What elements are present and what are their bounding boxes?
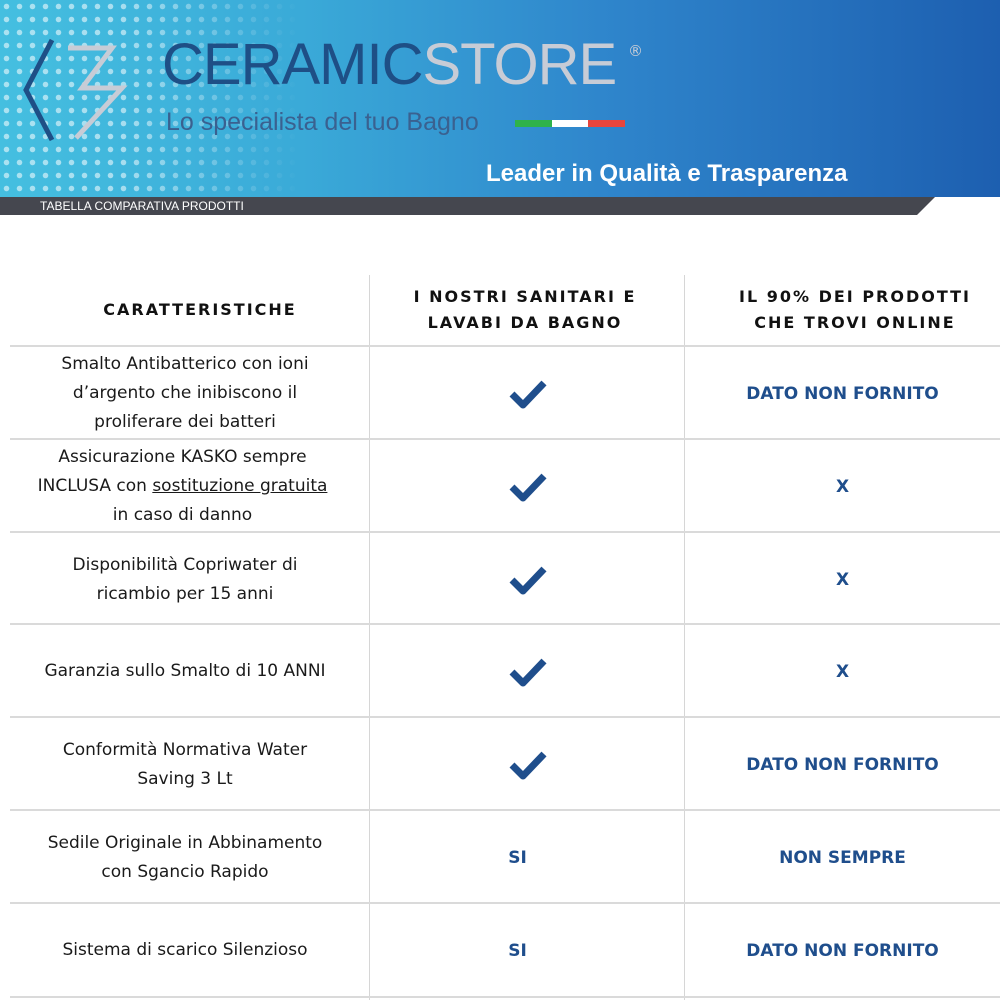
feature-underlined-text: sostituzione gratuita [152,476,328,496]
our-value-cell [370,533,685,626]
online-value-cell: NON SEMPRE [779,847,906,868]
feature-cell: Smalto Antibatterico con ioni d’argento … [61,354,309,432]
row-divider [10,623,1000,625]
online-value-cell: X [835,569,850,590]
header-banner: CERAMICSTORE ® Lo specialista del tuo Ba… [0,0,1000,197]
online-value-cell: DATO NON FORNITO [746,383,939,404]
header-features: CARATTERISTICHE [103,300,297,319]
our-value-cell: SI [508,847,527,868]
row-divider [10,345,1000,347]
our-value-cell [370,440,685,533]
row-divider [10,438,1000,440]
feature-cell: Sistema di scarico Silenzioso [62,940,308,960]
header-our-products: I NOSTRI SANITARI E LAVABI DA BAGNO [413,287,637,332]
column-divider [369,275,370,1000]
feature-text: Assicurazione KASKO sempre INCLUSA con [37,447,307,496]
row-divider [10,531,1000,533]
feature-cell: Garanzia sullo Smalto di 10 ANNI [44,661,326,681]
checkmark-icon [509,658,547,686]
registered-mark: ® [628,42,643,60]
header-online-products: IL 90% DEI PRODOTTI CHE TROVI ONLINE [739,287,971,332]
feature-text: in caso di danno [112,505,253,525]
our-value-cell: SI [508,940,527,961]
our-value-cell [370,718,685,811]
checkmark-icon [509,751,547,779]
online-value-cell: X [835,661,850,682]
section-bar: TABELLA COMPARATIVA PRODOTTI [0,197,935,215]
our-value-cell [370,625,685,718]
online-value-cell: DATO NON FORNITO [746,754,939,775]
checkmark-icon [509,380,547,408]
checkmark-icon [509,473,547,501]
online-value-cell: DATO NON FORNITO [746,940,939,961]
brand-part1: CERAMIC [162,32,423,97]
row-divider [10,902,1000,904]
feature-cell: Disponibilità Copriwater di ricambio per… [72,554,298,604]
our-value-cell [370,347,685,440]
brand-part2: STORE [422,32,617,97]
feature-cell: Conformità Normativa Water Saving 3 Lt [62,739,308,789]
row-divider [10,809,1000,811]
tagline: Lo specialista del tuo Bagno [166,108,479,136]
dot-pattern [0,0,300,197]
feature-cell: Sedile Originale in Abbinamento con Sgan… [47,832,323,882]
row-divider [10,716,1000,718]
row-divider [10,996,1000,998]
slogan: Leader in Qualità e Trasparenza [486,160,848,187]
section-label: TABELLA COMPARATIVA PRODOTTI [40,199,244,213]
ceramicstore-logo-icon [23,38,128,142]
italian-flag-icon [515,120,626,127]
feature-cell: Assicurazione KASKO sempre INCLUSA con s… [30,440,335,533]
column-divider [684,275,685,1000]
checkmark-icon [509,566,547,594]
online-value-cell: X [835,476,850,497]
brand-name: CERAMICSTORE [162,36,617,94]
